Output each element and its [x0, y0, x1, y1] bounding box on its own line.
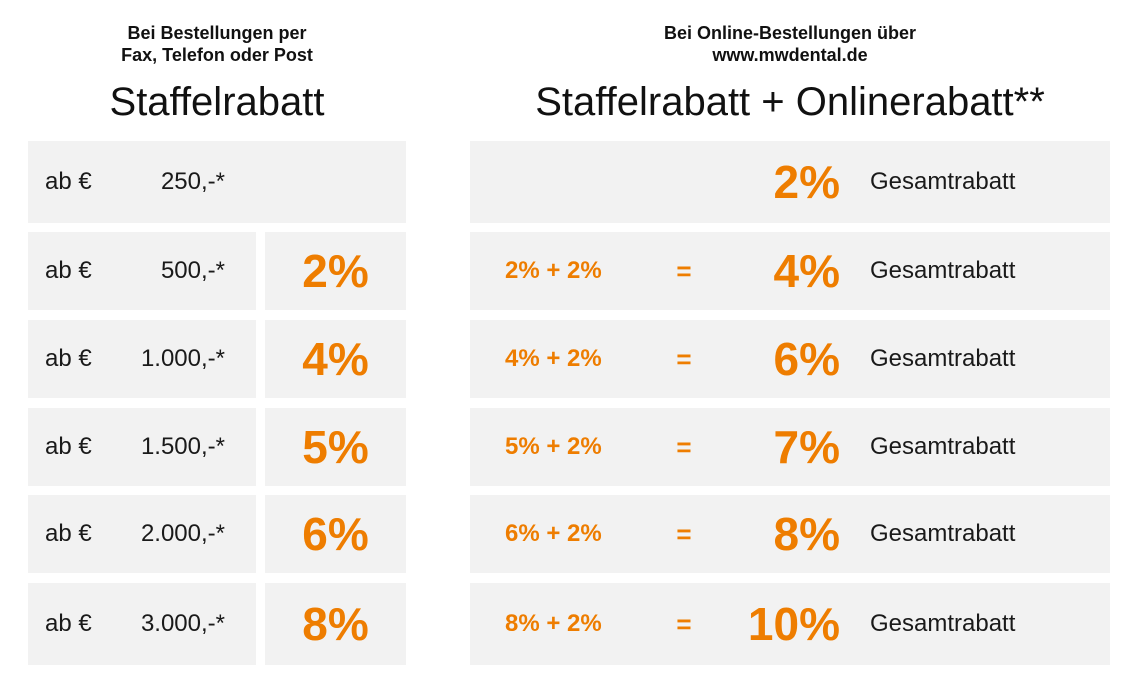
tier-row-5-amount: 3.000,-* [140, 610, 225, 637]
tier-row-1-amount-cell: ab € 500,-* [28, 232, 256, 310]
right-subtitle: Bei Online-Bestellungen über www.mwdenta… [470, 22, 1110, 66]
tier-row-5-discount-cell: 8% [265, 583, 406, 665]
online-row-2-total-label: Gesamtrabatt [870, 345, 1016, 372]
tier-row-2-amount: 1.000,-* [140, 345, 225, 372]
tier-row-0-ab: ab € [45, 168, 92, 195]
tier-row-5-ab: ab € [45, 610, 92, 637]
tier-row-2-amount-cell: ab € 1.000,-* [28, 320, 256, 398]
tier-row-3-amount: 1.500,-* [140, 433, 225, 460]
tier-row-4-discount: 6% [302, 508, 369, 560]
left-subtitle-line1: Bei Bestellungen per [127, 23, 307, 43]
online-row-1: 2% + 2% = 4% Gesamtrabatt [470, 232, 1110, 310]
online-row-4-equals: = [676, 518, 692, 549]
online-row-3-total-label: Gesamtrabatt [870, 433, 1016, 460]
tier-row-0-amount-cell: ab € 250,-* [28, 141, 406, 223]
tier-row-5-amount-cell: ab € 3.000,-* [28, 583, 256, 665]
online-row-1-equals: = [676, 255, 692, 286]
online-row-5-calc: 8% + 2% [505, 610, 602, 637]
online-row-4-calc: 6% + 2% [505, 520, 602, 547]
tier-row-3-discount: 5% [302, 421, 369, 473]
online-row-2-equals: = [676, 343, 692, 374]
online-row-5: 8% + 2% = 10% Gesamtrabatt [470, 583, 1110, 665]
online-row-3-equals: = [676, 431, 692, 462]
online-row-0: 2% Gesamtrabatt [470, 141, 1110, 223]
tier-row-3-discount-cell: 5% [265, 408, 406, 486]
online-row-1-total-label: Gesamtrabatt [870, 257, 1016, 284]
tier-row-4-amount: 2.000,-* [140, 520, 225, 547]
right-subtitle-line1: Bei Online-Bestellungen über [663, 23, 917, 43]
tier-row-3-amount-cell: ab € 1.500,-* [28, 408, 256, 486]
tier-row-3-ab: ab € [45, 433, 92, 460]
tier-row-0-amount: 250,-* [160, 168, 225, 195]
online-row-4-total-label: Gesamtrabatt [870, 520, 1016, 547]
online-row-4-total: 8% [773, 508, 840, 560]
online-row-2: 4% + 2% = 6% Gesamtrabatt [470, 320, 1110, 398]
tier-row-1-amount: 500,-* [160, 257, 225, 284]
online-row-3-calc: 5% + 2% [505, 433, 602, 460]
tier-row-2-discount: 4% [302, 333, 369, 385]
tier-row-2-ab: ab € [45, 345, 92, 372]
online-row-5-equals: = [676, 608, 692, 639]
left-subtitle: Bei Bestellungen per Fax, Telefon oder P… [28, 22, 406, 66]
right-title: Staffelrabatt + Onlinerabatt** [535, 80, 1045, 124]
online-row-1-total: 4% [773, 245, 840, 297]
online-row-2-calc: 4% + 2% [505, 345, 602, 372]
online-row-4: 6% + 2% = 8% Gesamtrabatt [470, 495, 1110, 573]
right-subtitle-line2: www.mwdental.de [712, 45, 868, 65]
tier-row-4-amount-cell: ab € 2.000,-* [28, 495, 256, 573]
online-row-3-total: 7% [773, 421, 840, 473]
tier-row-1-ab: ab € [45, 257, 92, 284]
tier-row-4-ab: ab € [45, 520, 92, 547]
online-row-5-total: 10% [747, 598, 840, 650]
tier-row-4-discount-cell: 6% [265, 495, 406, 573]
online-row-1-calc: 2% + 2% [505, 257, 602, 284]
left-title: Staffelrabatt [109, 80, 325, 124]
left-subtitle-line2: Fax, Telefon oder Post [121, 45, 313, 65]
tier-row-2-discount-cell: 4% [265, 320, 406, 398]
tier-row-5-discount: 8% [302, 598, 369, 650]
online-row-0-total-label: Gesamtrabatt [870, 168, 1016, 195]
online-row-5-total-label: Gesamtrabatt [870, 610, 1016, 637]
tier-row-1-discount-cell: 2% [265, 232, 406, 310]
online-row-3: 5% + 2% = 7% Gesamtrabatt [470, 408, 1110, 486]
tier-row-1-discount: 2% [302, 245, 369, 297]
online-row-0-total: 2% [773, 156, 840, 208]
online-row-2-total: 6% [773, 333, 840, 385]
